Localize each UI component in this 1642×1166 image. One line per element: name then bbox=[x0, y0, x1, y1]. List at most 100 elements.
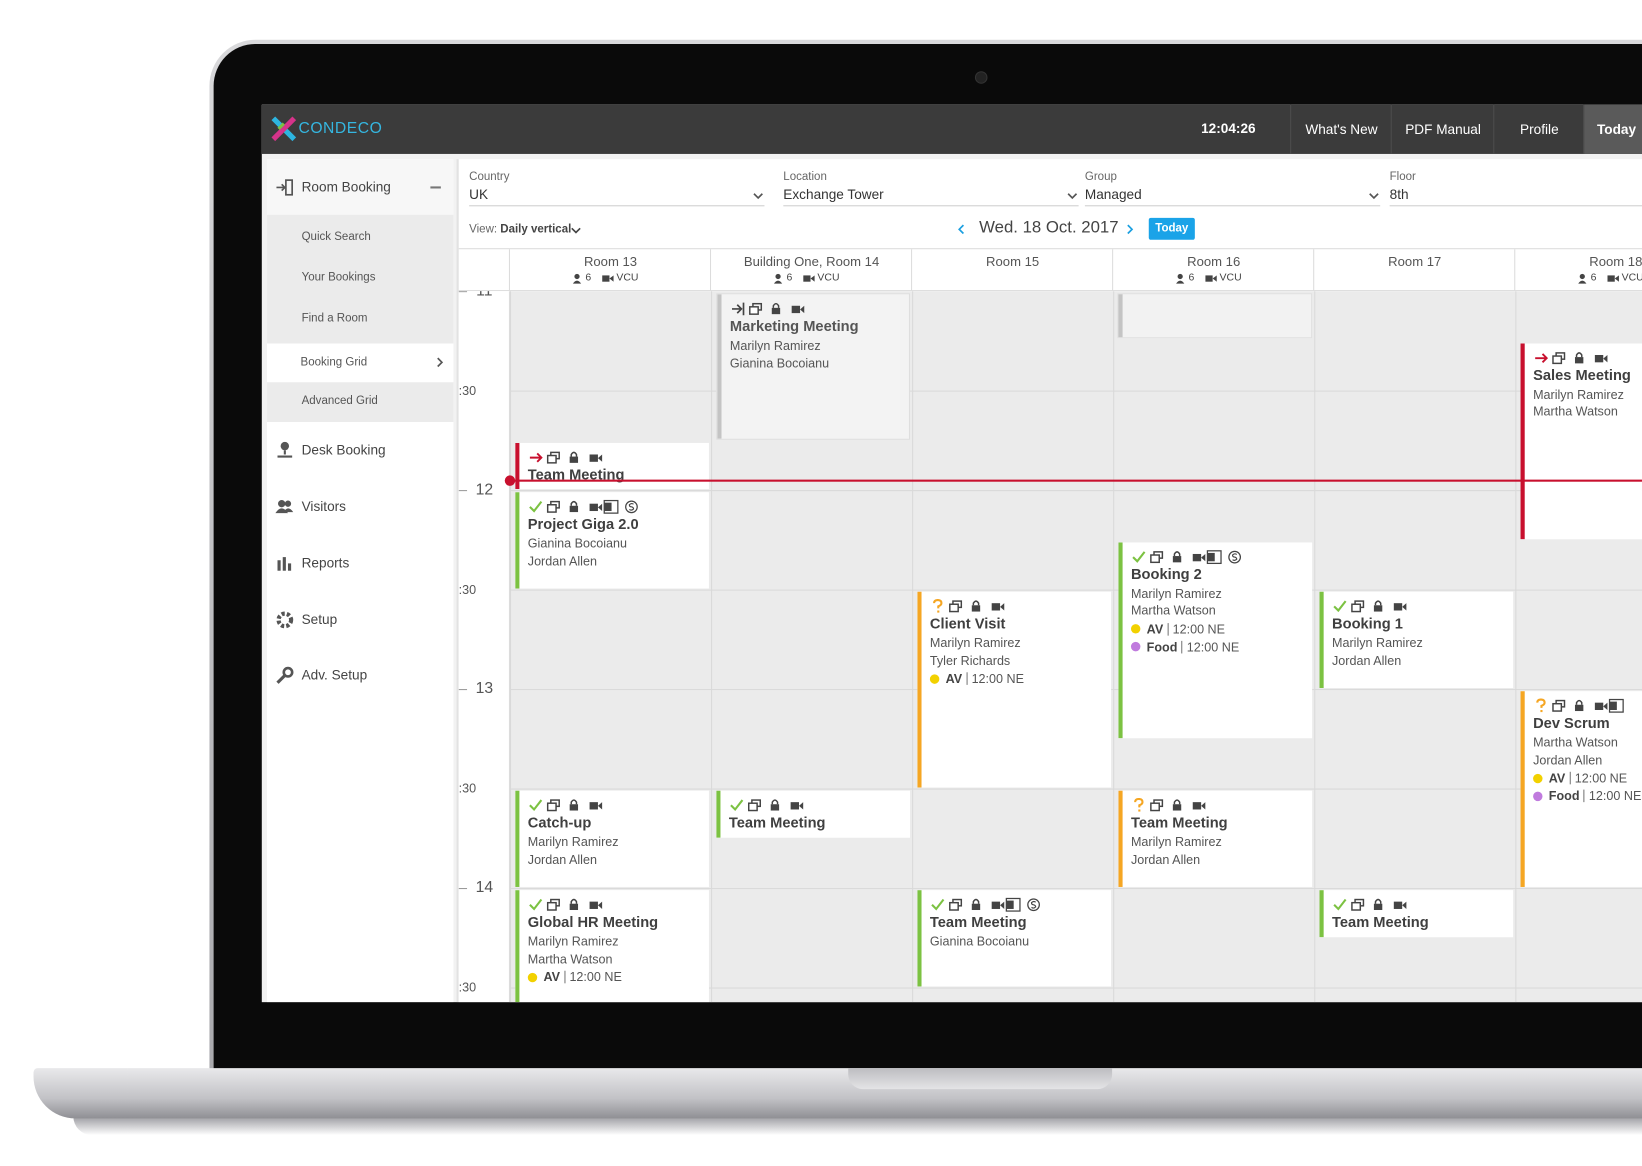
sidebar-item[interactable]: Quick Search bbox=[301, 230, 371, 243]
room-equipment: VCU bbox=[817, 272, 840, 284]
room-name[interactable]: Room 17 bbox=[1388, 254, 1442, 270]
filter-value[interactable]: UK bbox=[469, 186, 489, 203]
booking-card[interactable]: Team Meeting bbox=[515, 442, 709, 490]
filter-value[interactable]: Exchange Tower bbox=[783, 186, 884, 203]
lock-icon bbox=[1374, 898, 1382, 904]
nav-item[interactable]: PDF Manual bbox=[1390, 104, 1495, 154]
filter-value[interactable]: Managed bbox=[1084, 186, 1142, 203]
room-icon bbox=[1351, 603, 1362, 613]
video-icon bbox=[1201, 553, 1206, 561]
booking-card[interactable]: Team Meeting Marilyn Ramirez Jordan Allen bbox=[1118, 790, 1313, 887]
video-icon bbox=[1393, 901, 1403, 909]
logo-stroke bbox=[277, 122, 285, 130]
half-hour-label: :30 bbox=[458, 781, 477, 796]
service-time: 12:00 NE bbox=[971, 671, 1024, 686]
laptop-base bbox=[33, 1068, 1642, 1119]
booking-card[interactable]: Client Visit Marilyn Ramirez Tyler Richard… bbox=[917, 591, 1112, 788]
nav-item[interactable]: Profile bbox=[1493, 104, 1584, 154]
lock-icon bbox=[1373, 903, 1383, 911]
booking-title: Project Giga 2.0 bbox=[527, 515, 639, 532]
attendee: Jordan Allen bbox=[1533, 752, 1603, 768]
chevron-icon bbox=[1369, 193, 1379, 200]
filter-label: Floor bbox=[1389, 170, 1416, 184]
booking-card[interactable]: Global HR Meeting Marilyn Ramirez Martha W… bbox=[515, 890, 709, 1003]
sidebar-item[interactable]: Booking Grid bbox=[300, 356, 368, 369]
collapse-toggle[interactable] bbox=[430, 186, 441, 188]
booking-bar bbox=[515, 442, 520, 490]
room-name[interactable]: Room 13 bbox=[583, 254, 638, 270]
sidebar-section[interactable]: Visitors bbox=[301, 498, 346, 515]
booking-card[interactable]: Sales Meeting Marilyn Ramirez Martha Watso… bbox=[1520, 342, 1642, 539]
icon-part bbox=[574, 273, 580, 279]
booking-card[interactable]: Marketing Meeting Marilyn Ramirez Gianina … bbox=[716, 293, 911, 440]
lock-icon bbox=[771, 307, 781, 315]
booking-card[interactable]: Project Giga 2.0 Gianina Bocoianu Jordan A… bbox=[515, 492, 709, 589]
video-icon bbox=[1000, 901, 1005, 909]
grid-header-line bbox=[458, 290, 1642, 292]
sidebar-section[interactable]: Desk Booking bbox=[301, 441, 386, 458]
room-name[interactable]: Room 15 bbox=[986, 254, 1040, 270]
logo-icon bbox=[271, 116, 297, 142]
sidebar-item[interactable]: Find a Room bbox=[301, 312, 368, 325]
sidebar-section[interactable]: Setup bbox=[301, 611, 338, 628]
filter-value[interactable]: 8th bbox=[1389, 186, 1409, 203]
booking-card[interactable]: Booking 2 Marilyn Ramirez Martha Watson AV 1… bbox=[1118, 541, 1313, 738]
booking-title: Team Meeting bbox=[728, 813, 826, 831]
icon-part bbox=[609, 274, 614, 282]
icon-part bbox=[277, 450, 293, 458]
person-icon bbox=[1578, 273, 1587, 284]
attendee: Jordan Allen bbox=[1130, 851, 1201, 867]
laptop-shadow bbox=[73, 1116, 1642, 1136]
room-icon bbox=[748, 802, 758, 812]
booking-card[interactable]: Booking 1 Marilyn Ramirez Jordan Allen bbox=[1319, 591, 1514, 689]
column-divider bbox=[1313, 249, 1315, 292]
room-name[interactable]: Room 18 bbox=[1589, 254, 1642, 270]
sidebar-item[interactable]: Your Bookings bbox=[301, 271, 376, 284]
status-icon bbox=[931, 898, 945, 911]
booking-card[interactable]: Dev Scrum Martha Watson Jordan Allen AV 12:0… bbox=[1520, 691, 1642, 887]
room-name[interactable]: Building One, Room 14 bbox=[743, 254, 880, 270]
room-icon bbox=[749, 306, 759, 315]
room-icon bbox=[1552, 702, 1563, 712]
booking-card[interactable]: Catch-up Marilyn Ramirez Jordan Allen bbox=[515, 790, 709, 887]
status-icon bbox=[1333, 600, 1347, 613]
view-selector[interactable]: View: Daily vertical bbox=[469, 223, 571, 236]
booking-bar bbox=[1118, 790, 1123, 887]
nav-item[interactable]: Today bbox=[1583, 104, 1642, 154]
video-icon bbox=[589, 503, 598, 512]
booking-card[interactable]: Team Meeting Gianina Bocoianu bbox=[917, 890, 1112, 987]
booking-icons bbox=[1333, 600, 1407, 613]
service: AV 12:00 NE bbox=[1533, 771, 1627, 785]
room-capacity: 6 bbox=[1590, 272, 1597, 284]
service-separator bbox=[1167, 622, 1169, 636]
booking-icons bbox=[529, 451, 603, 464]
video-icon bbox=[1402, 603, 1407, 611]
nav-item[interactable]: What's New bbox=[1290, 104, 1392, 154]
room-capacity: 6 bbox=[585, 272, 592, 284]
video-icon bbox=[790, 802, 800, 810]
sidebar-section[interactable]: Room Booking bbox=[301, 179, 391, 195]
lock-icon bbox=[1173, 799, 1181, 805]
sidebar-section[interactable]: Reports bbox=[301, 555, 350, 571]
room-name[interactable]: Room 16 bbox=[1187, 254, 1241, 270]
filter-label: Country bbox=[469, 170, 510, 184]
room-icon bbox=[546, 802, 557, 812]
service-name: Food bbox=[1146, 639, 1178, 654]
icon-part bbox=[280, 441, 290, 451]
attendee: Gianina Bocoianu bbox=[929, 934, 1030, 949]
service-time: 12:00 NE bbox=[1172, 621, 1226, 637]
sidebar-divider bbox=[267, 159, 454, 215]
skype-icon bbox=[625, 500, 638, 514]
lock-icon bbox=[569, 456, 579, 463]
booking-icons bbox=[731, 302, 805, 316]
chevron-path bbox=[437, 357, 444, 368]
booking-card[interactable]: Team Meeting bbox=[1319, 890, 1514, 937]
booking-card[interactable]: Team Meeting bbox=[716, 790, 911, 838]
booking-title: Booking 2 bbox=[1130, 564, 1202, 582]
attendee: Martha Watson bbox=[527, 951, 613, 967]
sidebar-section[interactable]: Adv. Setup bbox=[301, 667, 368, 683]
sidebar-item[interactable]: Advanced Grid bbox=[301, 394, 378, 408]
video-icon bbox=[1192, 802, 1202, 810]
today-button[interactable]: Today bbox=[1148, 217, 1195, 240]
